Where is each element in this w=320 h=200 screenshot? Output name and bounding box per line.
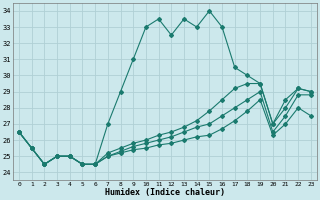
X-axis label: Humidex (Indice chaleur): Humidex (Indice chaleur)	[105, 188, 225, 197]
